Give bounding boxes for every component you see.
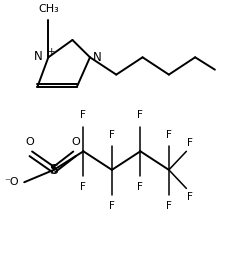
Text: F: F <box>166 201 172 211</box>
Text: CH₃: CH₃ <box>38 4 59 14</box>
Text: F: F <box>137 182 143 192</box>
Text: +: + <box>47 47 55 56</box>
Text: F: F <box>109 201 115 211</box>
Text: F: F <box>80 182 86 192</box>
Text: S: S <box>49 163 58 177</box>
Text: N: N <box>34 50 43 62</box>
Text: ⁻O: ⁻O <box>4 177 19 187</box>
Text: N: N <box>93 51 101 64</box>
Text: O: O <box>25 137 34 147</box>
Text: O: O <box>71 137 80 147</box>
Text: F: F <box>187 192 193 202</box>
Text: F: F <box>109 130 115 140</box>
Text: F: F <box>80 110 86 120</box>
Text: F: F <box>137 110 143 120</box>
Text: F: F <box>187 138 193 148</box>
Text: F: F <box>166 130 172 140</box>
